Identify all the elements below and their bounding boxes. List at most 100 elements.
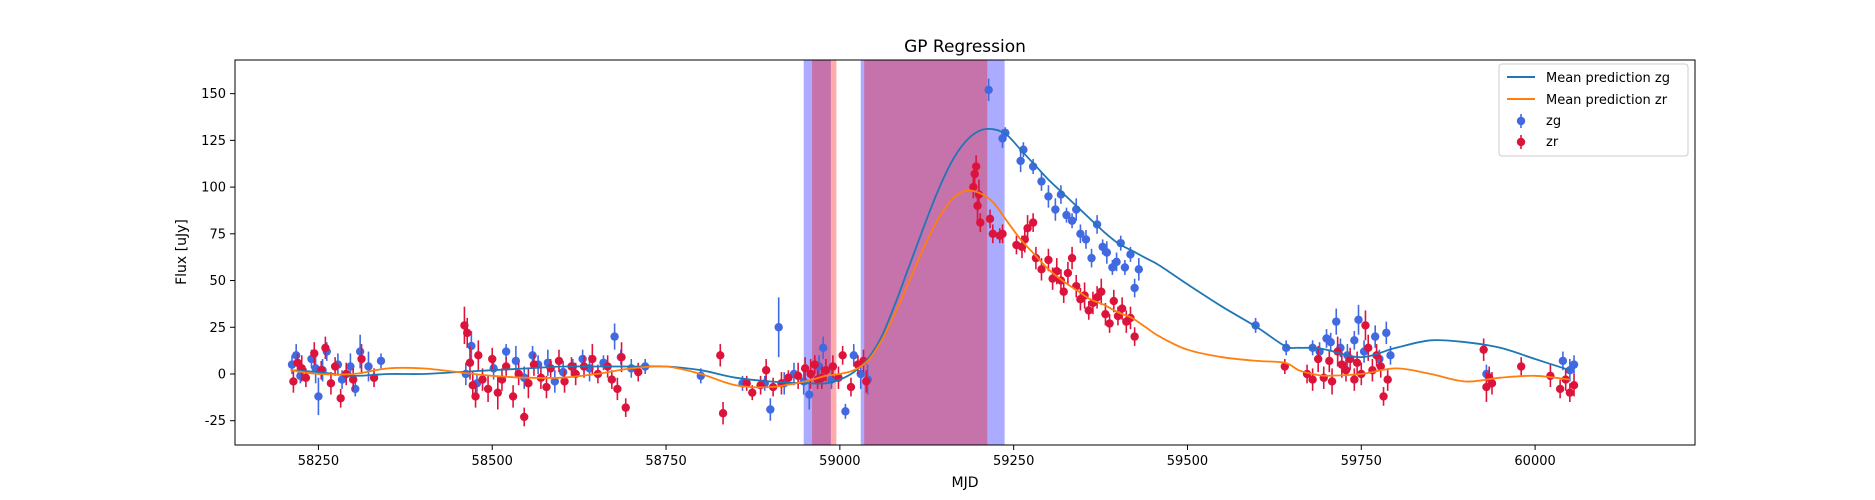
point-zg-1 bbox=[291, 351, 301, 360]
point-zr-134 bbox=[1516, 362, 1526, 371]
point-zg-22 bbox=[528, 351, 537, 360]
point-zr-34 bbox=[554, 356, 564, 366]
x-tick-label-58250: 58250 bbox=[298, 454, 339, 469]
point-zr-135 bbox=[1546, 371, 1555, 381]
point-zr-83 bbox=[1023, 224, 1032, 233]
y-axis-label: Flux [uJy] bbox=[174, 219, 190, 285]
point-zr-93 bbox=[1067, 253, 1077, 263]
point-zr-30 bbox=[529, 360, 539, 369]
point-zr-21 bbox=[483, 384, 493, 394]
legend-label-mean-zr: Mean prediction zr bbox=[1546, 93, 1668, 108]
point-zr-85 bbox=[1031, 253, 1041, 263]
point-zg-76 bbox=[1134, 265, 1144, 274]
point-zr-100 bbox=[1097, 287, 1106, 296]
point-zg-87 bbox=[1354, 315, 1363, 324]
point-zg-11 bbox=[351, 384, 360, 394]
point-zr-112 bbox=[1313, 354, 1323, 364]
point-zr-127 bbox=[1376, 362, 1385, 371]
point-zg-86 bbox=[1350, 336, 1359, 345]
point-zg-91 bbox=[1382, 328, 1391, 338]
point-zr-105 bbox=[1117, 304, 1127, 313]
line-mean-prediction-zr bbox=[290, 189, 1570, 389]
point-zg-83 bbox=[1332, 317, 1341, 326]
point-zr-57 bbox=[800, 364, 810, 373]
point-zg-5 bbox=[314, 392, 323, 401]
point-zr-7 bbox=[326, 379, 336, 388]
point-zr-20 bbox=[478, 375, 487, 384]
mean-prediction-lines bbox=[290, 127, 1571, 389]
point-zr-86 bbox=[1037, 265, 1046, 274]
point-zr-69 bbox=[862, 377, 871, 386]
point-zr-46 bbox=[634, 367, 643, 377]
point-zr-12 bbox=[357, 354, 366, 364]
point-zg-38 bbox=[766, 405, 775, 414]
point-zr-121 bbox=[1352, 358, 1362, 367]
point-zr-59 bbox=[810, 360, 820, 369]
point-zr-6 bbox=[321, 343, 330, 353]
point-zg-19 bbox=[501, 347, 511, 356]
point-zr-136 bbox=[1555, 384, 1565, 394]
point-zr-114 bbox=[1325, 356, 1334, 366]
point-zg-69 bbox=[1102, 248, 1112, 257]
point-zr-123 bbox=[1361, 321, 1370, 330]
series-zr bbox=[289, 155, 1579, 427]
point-zr-89 bbox=[1052, 266, 1061, 276]
legend-box bbox=[1498, 63, 1689, 157]
point-zr-130 bbox=[1479, 345, 1488, 354]
legend-swatch-zg bbox=[1516, 114, 1526, 128]
line-mean-prediction-zg bbox=[290, 127, 1571, 385]
point-zr-108 bbox=[1130, 332, 1139, 341]
point-zg-45 bbox=[818, 343, 828, 353]
point-zg-74 bbox=[1126, 250, 1135, 259]
point-zr-22 bbox=[488, 354, 497, 364]
point-zr-23 bbox=[493, 388, 502, 397]
x-tick-label-59500: 59500 bbox=[1167, 454, 1208, 469]
point-zr-101 bbox=[1101, 309, 1110, 319]
y-tick-label-75: 75 bbox=[209, 227, 226, 242]
legend-swatch-zr bbox=[1516, 135, 1526, 149]
point-zg-89 bbox=[1370, 332, 1380, 341]
point-zr-47 bbox=[716, 351, 725, 360]
point-zr-49 bbox=[742, 379, 751, 388]
y-tick-label-125: 125 bbox=[201, 134, 226, 149]
point-zg-54 bbox=[1016, 156, 1025, 166]
point-zr-118 bbox=[1341, 366, 1351, 375]
legend-label-zg: zg bbox=[1546, 114, 1561, 129]
legend: Mean prediction zg Mean prediction zr zg… bbox=[1498, 63, 1689, 157]
point-zg-14 bbox=[376, 356, 386, 366]
point-zr-55 bbox=[784, 373, 793, 382]
point-zr-103 bbox=[1109, 296, 1118, 306]
point-zr-71 bbox=[970, 169, 979, 179]
point-zg-57 bbox=[1037, 177, 1046, 186]
point-zr-124 bbox=[1364, 343, 1373, 353]
point-zr-32 bbox=[542, 382, 551, 392]
x-tick-label-59250: 59250 bbox=[993, 454, 1034, 469]
point-zr-62 bbox=[821, 366, 831, 375]
point-zr-87 bbox=[1044, 255, 1053, 265]
point-zg-61 bbox=[1062, 210, 1071, 220]
point-zr-92 bbox=[1063, 268, 1073, 278]
point-zr-52 bbox=[761, 366, 771, 375]
point-zr-16 bbox=[465, 358, 475, 367]
point-zr-111 bbox=[1308, 375, 1317, 384]
point-zg-94 bbox=[1558, 356, 1568, 366]
point-zr-91 bbox=[1059, 287, 1068, 296]
point-zr-88 bbox=[1048, 274, 1057, 283]
point-zr-19 bbox=[474, 351, 483, 360]
point-zg-31 bbox=[610, 332, 619, 341]
legend-label-zr: zr bbox=[1546, 135, 1559, 150]
point-zr-4 bbox=[310, 349, 319, 358]
shaded-region-3 bbox=[864, 60, 988, 445]
point-zg-16 bbox=[467, 341, 476, 351]
point-zr-48 bbox=[718, 409, 728, 418]
point-zr-29 bbox=[524, 379, 533, 388]
point-zg-55 bbox=[1019, 145, 1028, 154]
point-zr-8 bbox=[330, 362, 340, 371]
chart-title: GP Regression bbox=[904, 37, 1026, 57]
legend-label-mean-zg: Mean prediction zg bbox=[1546, 71, 1670, 86]
point-zr-115 bbox=[1327, 377, 1337, 386]
point-zr-28 bbox=[520, 412, 529, 422]
point-zr-35 bbox=[560, 377, 569, 386]
point-zr-42 bbox=[607, 375, 617, 384]
y-tick-label--25: -25 bbox=[205, 414, 226, 429]
